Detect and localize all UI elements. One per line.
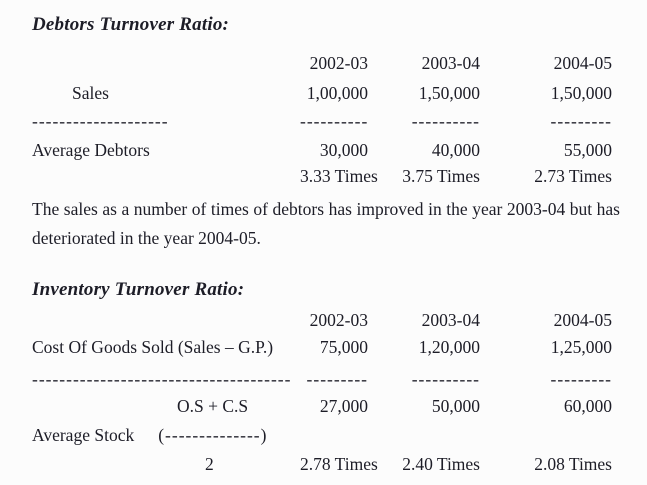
average-debtors-value: 55,000 — [563, 140, 612, 160]
cogs-row: Cost Of Goods Sold (Sales – G.P.) 75,000… — [32, 336, 620, 358]
divider-dashes: -------------------- — [32, 111, 169, 131]
fraction-bar-dashes: (--------------) — [158, 425, 268, 445]
year-column-header: 2002-03 — [309, 310, 368, 330]
debtors-divider-row: -------------------- ---------- --------… — [32, 110, 620, 132]
sales-value: 1,50,000 — [550, 83, 612, 103]
numerator-value: 50,000 — [431, 396, 480, 416]
average-stock-label: Average Stock — [32, 425, 135, 445]
empty-cell — [32, 52, 300, 74]
empty-cell — [32, 165, 300, 187]
inventory-section: Inventory Turnover Ratio: 2002-03 2003-0… — [32, 279, 620, 475]
cogs-label: Cost Of Goods Sold (Sales – G.P.) — [32, 337, 274, 357]
empty-cell — [32, 309, 300, 331]
sales-value: 1,00,000 — [306, 83, 368, 103]
average-stock-row: Average Stock (--------------) — [32, 424, 620, 446]
inventory-times-value: 2.40 Times — [402, 454, 480, 474]
divider-dashes: ---------- — [300, 111, 368, 131]
average-debtors-value: 40,000 — [431, 140, 480, 160]
numerator-label: O.S + C.S — [177, 396, 249, 416]
numerator-value: 60,000 — [563, 396, 612, 416]
inventory-title: Inventory Turnover Ratio: — [32, 279, 245, 300]
average-stock-cell: Average Stock (--------------) — [32, 424, 300, 446]
sales-value: 1,50,000 — [418, 83, 480, 103]
debtors-times-value: 3.33 Times — [300, 166, 378, 186]
divider-dashes: -------------------------------------- — [32, 369, 292, 389]
sales-label: Sales — [72, 83, 109, 103]
average-debtors-value: 30,000 — [319, 140, 368, 160]
cogs-value: 1,25,000 — [550, 337, 612, 357]
divider-dashes: ---------- — [411, 111, 480, 131]
empty-cell — [300, 424, 368, 446]
debtors-times-value: 2.73 Times — [534, 166, 612, 186]
denominator-times-row: 2 2.78 Times 2.40 Times 2.08 Times — [32, 453, 620, 475]
numerator-value: 27,000 — [319, 396, 368, 416]
debtors-section: Debtors Turnover Ratio: 2002-03 2003-04 … — [32, 14, 620, 253]
average-debtors-label: Average Debtors — [32, 140, 150, 160]
divider-dashes: --------- — [550, 369, 612, 389]
year-column-header: 2003-04 — [421, 53, 480, 73]
empty-cell — [480, 424, 612, 446]
cogs-value: 1,20,000 — [418, 337, 480, 357]
sales-row: Sales 1,00,000 1,50,000 1,50,000 — [32, 82, 620, 104]
inventory-year-header-row: 2002-03 2003-04 2004-05 — [32, 309, 620, 331]
average-debtors-row: Average Debtors 30,000 40,000 55,000 — [32, 139, 620, 161]
year-column-header: 2004-05 — [553, 310, 612, 330]
debtors-times-value: 3.75 Times — [402, 166, 480, 186]
divider-dashes: --------- — [550, 111, 612, 131]
denominator-label: 2 — [205, 454, 214, 474]
inventory-times-value: 2.08 Times — [534, 454, 612, 474]
numerator-row: O.S + C.S 27,000 50,000 60,000 — [32, 395, 620, 417]
cogs-value: 75,000 — [319, 337, 368, 357]
empty-cell — [368, 424, 480, 446]
divider-dashes: --------- — [306, 369, 368, 389]
divider-dashes: ---------- — [411, 369, 480, 389]
year-column-header: 2004-05 — [553, 53, 612, 73]
inventory-divider-row: -------------------------------------- -… — [32, 368, 620, 390]
year-column-header: 2002-03 — [309, 53, 368, 73]
debtors-times-row: 3.33 Times 3.75 Times 2.73 Times — [32, 165, 620, 187]
debtors-year-header-row: 2002-03 2003-04 2004-05 — [32, 52, 620, 74]
debtors-note: The sales as a number of times of debtor… — [32, 199, 620, 248]
year-column-header: 2003-04 — [421, 310, 480, 330]
debtors-title: Debtors Turnover Ratio: — [32, 14, 230, 35]
inventory-times-value: 2.78 Times — [300, 454, 378, 474]
